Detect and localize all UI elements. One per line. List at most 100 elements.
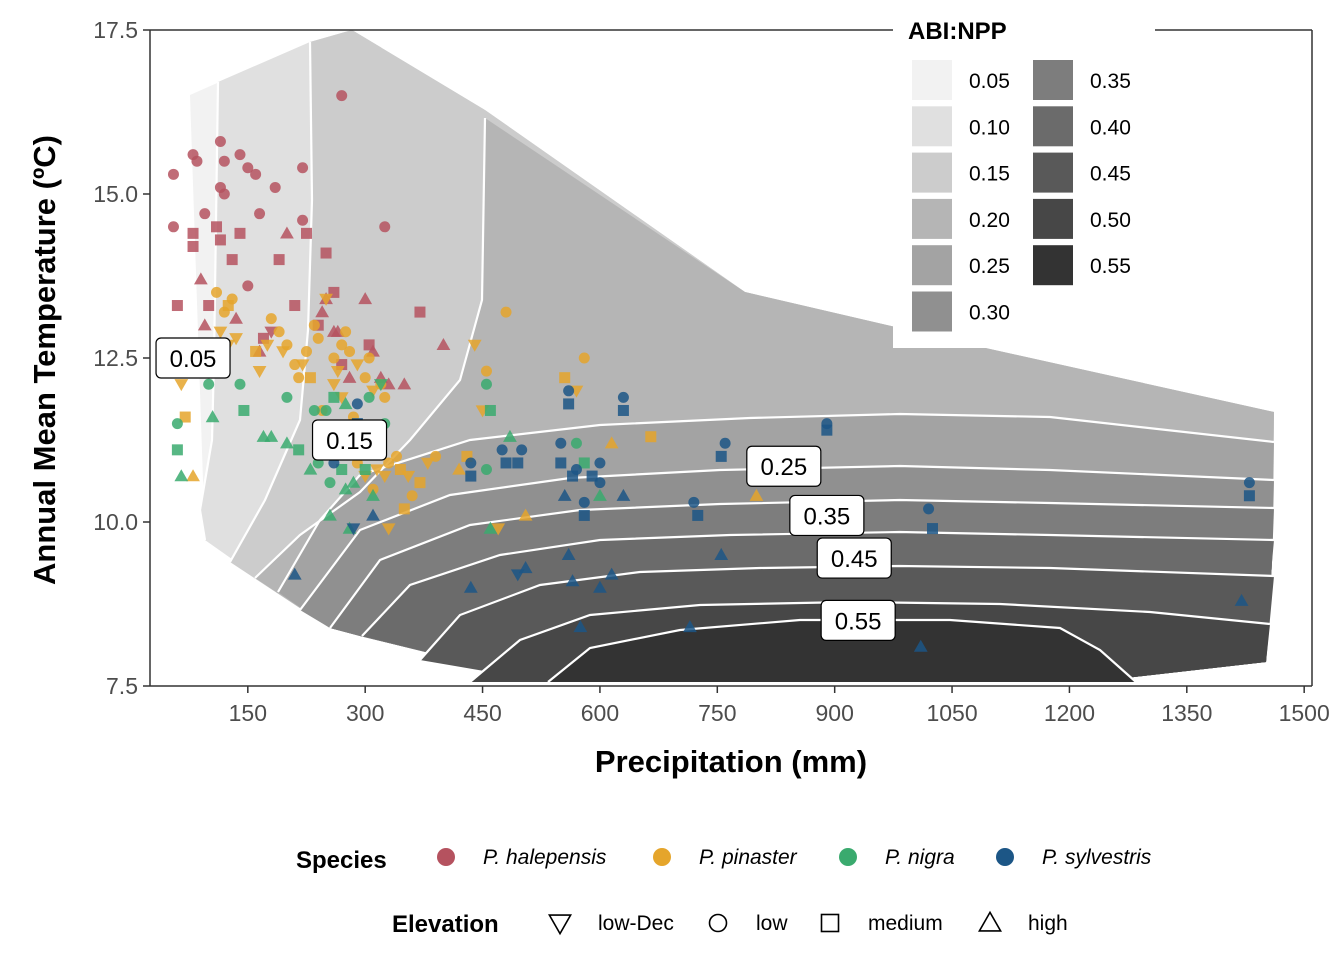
fill-legend-swatch — [1033, 152, 1073, 193]
elevation-legend-label: low-Dec — [598, 912, 674, 935]
data-point — [167, 168, 179, 180]
data-point — [265, 313, 277, 325]
fill-legend-label: 0.20 — [969, 209, 1010, 232]
data-point — [234, 149, 246, 161]
y-ticks: 7.5 10.0 12.5 15.0 17.5 — [93, 17, 150, 699]
data-point — [312, 332, 324, 344]
data-point — [300, 345, 312, 357]
y-axis-title: Annual Mean Temperature (ºC) — [27, 135, 62, 585]
data-point — [555, 457, 567, 469]
data-point — [420, 457, 435, 470]
contour-label-box — [311, 419, 388, 461]
data-point — [452, 462, 466, 475]
fill-legend-swatch — [1033, 60, 1073, 100]
fill-legend-label: 0.25 — [969, 255, 1010, 278]
data-point — [171, 418, 183, 430]
data-point — [926, 523, 938, 535]
y-tick-label: 15.0 — [93, 181, 138, 207]
contour-line — [229, 41, 314, 563]
data-point — [567, 470, 579, 482]
data-point — [171, 300, 183, 312]
data-point — [397, 377, 412, 390]
data-point — [238, 404, 250, 416]
data-point — [383, 457, 395, 469]
data-point — [308, 404, 320, 416]
elevation-legend-label: high — [1028, 912, 1068, 935]
data-point — [604, 567, 619, 580]
fill-legend-label: 0.05 — [969, 70, 1010, 93]
data-point — [304, 372, 316, 384]
data-point — [398, 503, 410, 515]
species-legend-label: P. pinaster — [699, 846, 798, 869]
contour-label: 0.05 — [170, 346, 217, 373]
contour-line — [469, 600, 1271, 683]
data-point — [715, 450, 727, 462]
x-tick-label: 1200 — [1044, 700, 1095, 726]
data-point — [465, 470, 477, 482]
data-point — [593, 580, 607, 593]
data-point — [327, 379, 341, 392]
data-point — [269, 181, 281, 193]
elevation-legend-key — [708, 913, 728, 933]
data-point — [683, 620, 697, 633]
data-point — [280, 436, 294, 449]
data-point — [242, 162, 254, 174]
data-point — [295, 359, 310, 372]
data-point — [593, 488, 607, 501]
x-tick-label: 750 — [698, 700, 736, 726]
data-point — [303, 462, 318, 475]
data-point — [373, 379, 388, 392]
data-point — [281, 339, 293, 351]
data-point — [293, 372, 305, 384]
data-point — [491, 523, 506, 536]
fill-legend-swatch — [912, 152, 952, 193]
data-point — [252, 365, 267, 378]
contour-region-0.55 — [548, 620, 1136, 682]
species-legend-key — [996, 848, 1014, 866]
data-point — [688, 496, 700, 508]
data-point — [250, 345, 262, 357]
data-point — [578, 457, 590, 469]
contour-line — [361, 530, 1275, 637]
data-point — [273, 254, 285, 266]
contour-line — [198, 81, 220, 541]
data-point — [254, 208, 266, 220]
data-point — [338, 397, 353, 410]
data-points — [167, 90, 1255, 652]
data-point — [242, 280, 254, 292]
data-point — [366, 488, 380, 501]
data-point — [1243, 477, 1255, 489]
data-point — [319, 293, 333, 306]
species-legend-key — [437, 848, 455, 866]
x-tick-label: 900 — [815, 700, 853, 726]
fill-legend-label: 0.50 — [1090, 209, 1131, 232]
data-point — [692, 509, 704, 521]
data-point — [297, 214, 309, 226]
data-point — [480, 378, 492, 390]
fill-legend-swatch — [912, 60, 952, 100]
species-legend-key — [653, 848, 671, 866]
data-point — [578, 496, 590, 508]
data-point — [199, 208, 211, 220]
data-point — [512, 457, 524, 469]
data-point — [187, 227, 199, 239]
data-point — [293, 444, 305, 456]
data-point — [214, 234, 226, 246]
y-tick-label: 7.5 — [106, 673, 138, 699]
data-point — [461, 450, 473, 462]
data-point — [336, 359, 348, 371]
data-point — [336, 464, 348, 476]
elevation-legend-label: medium — [868, 912, 943, 935]
data-point — [187, 240, 199, 252]
data-point — [913, 639, 928, 652]
data-point — [229, 333, 243, 346]
data-point — [381, 523, 396, 536]
data-point — [557, 488, 572, 501]
data-point — [563, 385, 575, 397]
data-point — [555, 437, 567, 449]
data-point — [273, 326, 285, 338]
data-point — [211, 286, 223, 298]
data-point — [320, 247, 332, 259]
contour-label: 0.15 — [326, 428, 373, 455]
data-point — [214, 136, 226, 148]
